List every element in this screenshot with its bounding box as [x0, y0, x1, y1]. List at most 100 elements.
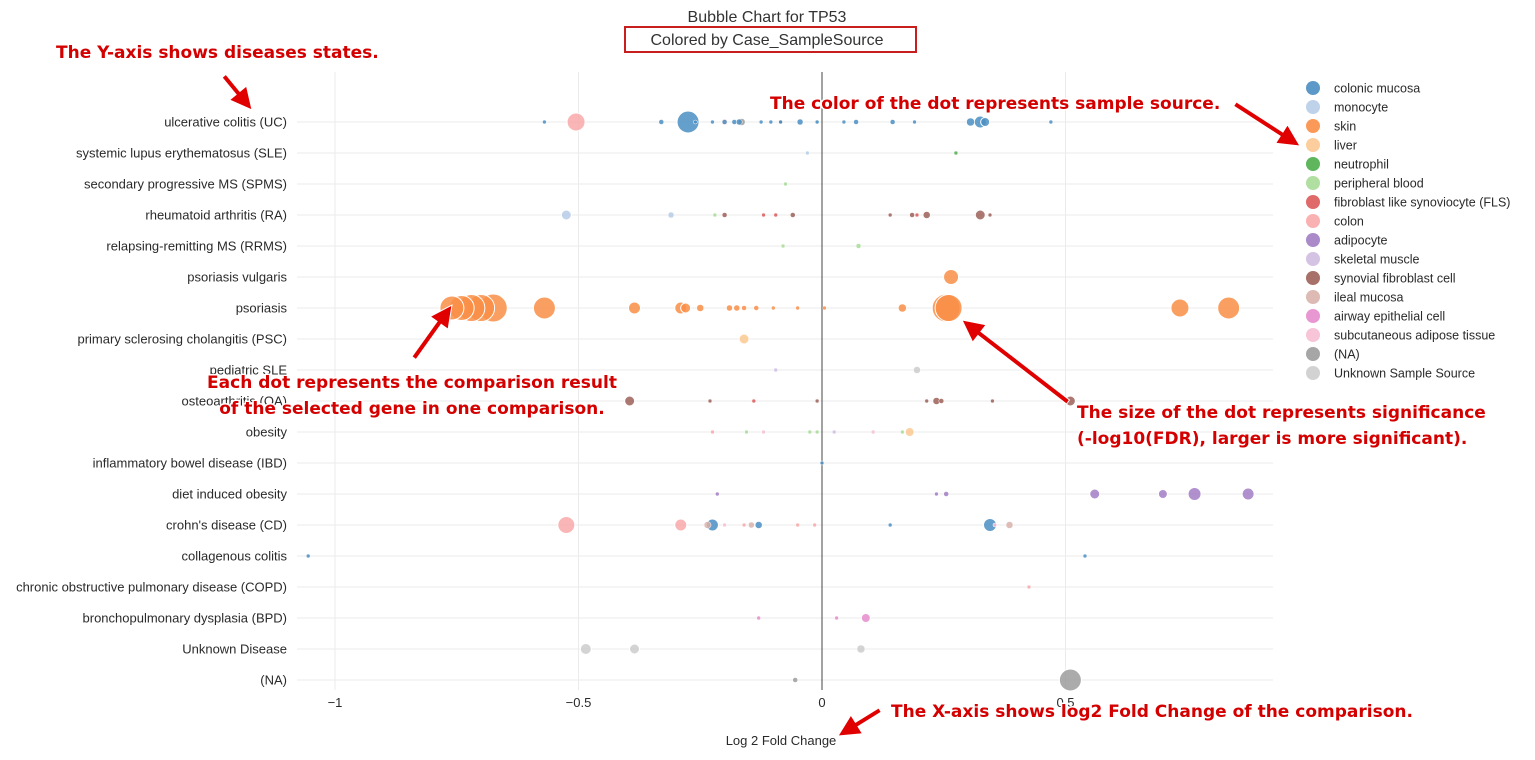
- bubble-point[interactable]: skin | psoriasis | -0.05: [795, 305, 800, 311]
- bubble-point[interactable]: fibroblast like synoviocyte (FLS) | rheu…: [773, 212, 778, 218]
- legend-item-label[interactable]: adipocyte: [1334, 234, 1388, 248]
- bubble-point[interactable]: synovial fibroblast cell | osteoarthriti…: [624, 395, 636, 407]
- bubble-point[interactable]: synovial fibroblast cell | rheumatoid ar…: [922, 211, 931, 219]
- bubble-point[interactable]: colonic mucosa | crohn's disease (CD) | …: [887, 522, 893, 528]
- bubble-point[interactable]: monocyte | systemic lupus erythematosus …: [805, 150, 810, 156]
- bubble-point[interactable]: colonic mucosa | ulcerative colitis (UC)…: [814, 119, 820, 125]
- bubble-point[interactable]: subcutaneous adipose tissue | crohn's di…: [722, 522, 727, 528]
- legend-swatch[interactable]: [1306, 138, 1320, 152]
- bubble-point[interactable]: synovial fibroblast cell | osteoarthriti…: [814, 398, 820, 404]
- legend-item-label[interactable]: subcutaneous adipose tissue: [1334, 329, 1495, 343]
- legend-item-label[interactable]: fibroblast like synoviocyte (FLS): [1334, 196, 1510, 210]
- legend-swatch[interactable]: [1306, 100, 1320, 114]
- bubble-point[interactable]: colonic mucosa | ulcerative colitis (UC)…: [778, 119, 783, 125]
- bubble-point[interactable]: peripheral blood | obesity | -0.155: [744, 429, 749, 435]
- bubble-point[interactable]: synovial fibroblast cell | rheumatoid ar…: [790, 212, 796, 218]
- bubble-point[interactable]: colonic mucosa | ulcerative colitis (UC)…: [658, 119, 665, 125]
- bubble-point[interactable]: neutrophil | systemic lupus erythematosu…: [953, 150, 959, 156]
- bubble-point[interactable]: colonic mucosa | ulcerative colitis (UC)…: [1048, 119, 1054, 125]
- bubble-point[interactable]: skin | psoriasis | -0.19: [726, 304, 733, 312]
- bubble-point[interactable]: airway epithelial cell | bronchopulmonar…: [756, 615, 761, 621]
- legend-swatch[interactable]: [1306, 309, 1320, 323]
- bubble-point[interactable]: Unknown Sample Source | Unknown Disease …: [856, 644, 866, 654]
- bubble-point[interactable]: skin | psoriasis | 0.26: [934, 294, 963, 322]
- bubble-point[interactable]: liver | obesity | 0.18: [904, 427, 915, 437]
- bubble-point[interactable]: synovial fibroblast cell | rheumatoid ar…: [974, 209, 986, 221]
- bubble-point[interactable]: colonic mucosa | ulcerative colitis (UC)…: [542, 119, 547, 125]
- bubble-point[interactable]: synovial fibroblast cell | osteoarthriti…: [938, 398, 945, 404]
- legend-swatch[interactable]: [1306, 252, 1320, 266]
- bubble-point[interactable]: adipocyte | diet induced obesity | 0.7: [1157, 489, 1168, 499]
- legend-item-label[interactable]: peripheral blood: [1334, 177, 1424, 191]
- bubble-point[interactable]: skin | psoriasis | -0.1: [771, 305, 776, 311]
- legend-item-label[interactable]: Unknown Sample Source: [1334, 367, 1475, 381]
- bubble-point[interactable]: adipocyte | diet induced obesity | 0.56: [1089, 488, 1101, 500]
- bubble-point[interactable]: peripheral blood | obesity | -0.01: [814, 429, 820, 435]
- bubble-point[interactable]: colonic mucosa | ulcerative colitis (UC)…: [676, 110, 700, 134]
- bubble-point[interactable]: colonic mucosa | ulcerative colitis (UC)…: [912, 119, 917, 125]
- bubble-point[interactable]: skin | psoriasis | 0.165: [898, 303, 907, 313]
- bubble-point[interactable]: (NA) | (NA) | -0.055: [792, 677, 798, 683]
- bubble-point[interactable]: peripheral blood | obesity | -0.025: [807, 429, 813, 435]
- legend-item-label[interactable]: liver: [1334, 139, 1357, 153]
- bubble-point[interactable]: colon | chronic obstructive pulmonary di…: [1026, 584, 1032, 590]
- bubble-point[interactable]: colonic mucosa | ulcerative colitis (UC)…: [980, 117, 991, 127]
- legend-item-label[interactable]: skeletal muscle: [1334, 253, 1419, 267]
- bubble-point[interactable]: peripheral blood | relapsing-remitting M…: [855, 243, 862, 249]
- bubble-point[interactable]: colonic mucosa | ulcerative colitis (UC)…: [853, 119, 859, 125]
- bubble-point[interactable]: colonic mucosa | collagenous colitis | -…: [305, 553, 311, 559]
- legend-swatch[interactable]: [1306, 157, 1320, 171]
- bubble-point[interactable]: skin | psoriasis | -0.25: [696, 304, 704, 312]
- bubble-point[interactable]: adipocyte | diet induced obesity | -0.21…: [715, 491, 720, 497]
- bubble-point[interactable]: colonic mucosa | ulcerative colitis (UC)…: [796, 118, 804, 126]
- bubble-point[interactable]: synovial fibroblast cell | rheumatoid ar…: [887, 212, 893, 218]
- legend-item-label[interactable]: (NA): [1334, 348, 1360, 362]
- legend-item-label[interactable]: skin: [1334, 120, 1356, 134]
- legend-item-label[interactable]: ileal mucosa: [1334, 291, 1404, 305]
- bubble-point[interactable]: fibroblast like synoviocyte (FLS) | rheu…: [914, 212, 920, 218]
- bubble-point[interactable]: colonic mucosa | inflammatory bowel dise…: [819, 460, 825, 466]
- bubble-point[interactable]: colon | obesity | -0.225: [710, 429, 715, 435]
- legend-swatch[interactable]: [1306, 290, 1320, 304]
- bubble-point[interactable]: airway epithelial cell | bronchopulmonar…: [834, 615, 839, 621]
- bubble-point[interactable]: skin | psoriasis | -0.135: [753, 305, 760, 311]
- legend-item-label[interactable]: colonic mucosa: [1334, 82, 1420, 96]
- bubble-point[interactable]: fibroblast like synoviocyte (FLS) | rheu…: [761, 212, 766, 218]
- bubble-point[interactable]: adipocyte | diet induced obesity | 0.255: [943, 491, 949, 497]
- legend-swatch[interactable]: [1306, 214, 1320, 228]
- bubble-point[interactable]: peripheral blood | obesity | 0.165: [900, 429, 905, 435]
- legend-item-label[interactable]: colon: [1334, 215, 1364, 229]
- bubble-point[interactable]: skin | psoriasis | -0.28: [680, 302, 692, 314]
- bubble-point[interactable]: synovial fibroblast cell | osteoarthriti…: [990, 398, 995, 404]
- bubble-point[interactable]: ileal mucosa | crohn's disease (CD) | -0…: [748, 521, 755, 529]
- bubble-point[interactable]: colonic mucosa | ulcerative colitis (UC)…: [966, 117, 975, 127]
- bubble-point[interactable]: subcutaneous adipose tissue | obesity | …: [870, 429, 876, 435]
- bubble-point[interactable]: Unknown Sample Source | pediatric SLE | …: [913, 366, 921, 374]
- legend-item-label[interactable]: synovial fibroblast cell: [1334, 272, 1456, 286]
- bubble-point[interactable]: monocyte | rheumatoid arthritis (RA) | -…: [667, 211, 675, 219]
- bubble-point[interactable]: Unknown Sample Source | Unknown Disease …: [629, 643, 641, 655]
- bubble-point[interactable]: subcutaneous adipose tissue | obesity | …: [761, 429, 766, 435]
- bubble-point[interactable]: colonic mucosa | ulcerative colitis (UC)…: [768, 119, 774, 125]
- bubble-point[interactable]: colonic mucosa | collagenous colitis | 0…: [1082, 553, 1088, 559]
- bubble-point[interactable]: Unknown Sample Source | Unknown Disease …: [579, 643, 592, 655]
- bubble-point[interactable]: colon | crohn's disease (CD) | -0.525: [557, 516, 576, 534]
- bubble-point[interactable]: peripheral blood | secondary progressive…: [783, 181, 788, 187]
- bubble-point[interactable]: synovial fibroblast cell | rheumatoid ar…: [721, 212, 728, 218]
- bubble-point[interactable]: adipocyte | diet induced obesity | 0.875: [1241, 487, 1255, 501]
- legend[interactable]: colonic mucosa monocyte skin liver neutrophi…: [1306, 81, 1510, 381]
- bubble-point[interactable]: synovial fibroblast cell | rheumatoid ar…: [987, 212, 993, 218]
- bubble-point[interactable]: ileal mucosa | crohn's disease (CD) | 0.…: [1005, 521, 1014, 529]
- legend-item-label[interactable]: airway epithelial cell: [1334, 310, 1445, 324]
- bubble-point[interactable]: skin | psoriasis vulgaris | 0.265: [943, 269, 960, 285]
- bubble-point[interactable]: colonic mucosa | ulcerative colitis (UC)…: [721, 119, 728, 125]
- legend-swatch[interactable]: [1306, 328, 1320, 342]
- bubble-point[interactable]: colonic mucosa | ulcerative colitis (UC)…: [731, 119, 738, 125]
- bubble-point[interactable]: skin | psoriasis | -0.385: [628, 301, 642, 315]
- bubble-point[interactable]: colon | crohn's disease (CD) | -0.015: [812, 522, 817, 528]
- bubble-point[interactable]: skeletal muscle | obesity | 0.025: [831, 429, 837, 435]
- bubble-point[interactable]: peripheral blood | rheumatoid arthritis …: [712, 212, 718, 218]
- bubble-point[interactable]: skin | psoriasis | 0.735: [1170, 298, 1190, 318]
- bubble-point[interactable]: (NA) | (NA) | 0.51: [1058, 668, 1082, 692]
- bubble-point[interactable]: adipocyte | diet induced obesity | 0.235: [934, 491, 939, 497]
